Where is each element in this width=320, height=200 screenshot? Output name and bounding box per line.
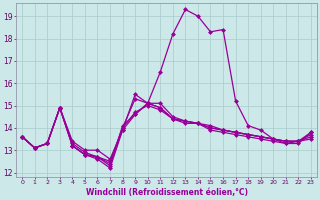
X-axis label: Windchill (Refroidissement éolien,°C): Windchill (Refroidissement éolien,°C) <box>85 188 248 197</box>
